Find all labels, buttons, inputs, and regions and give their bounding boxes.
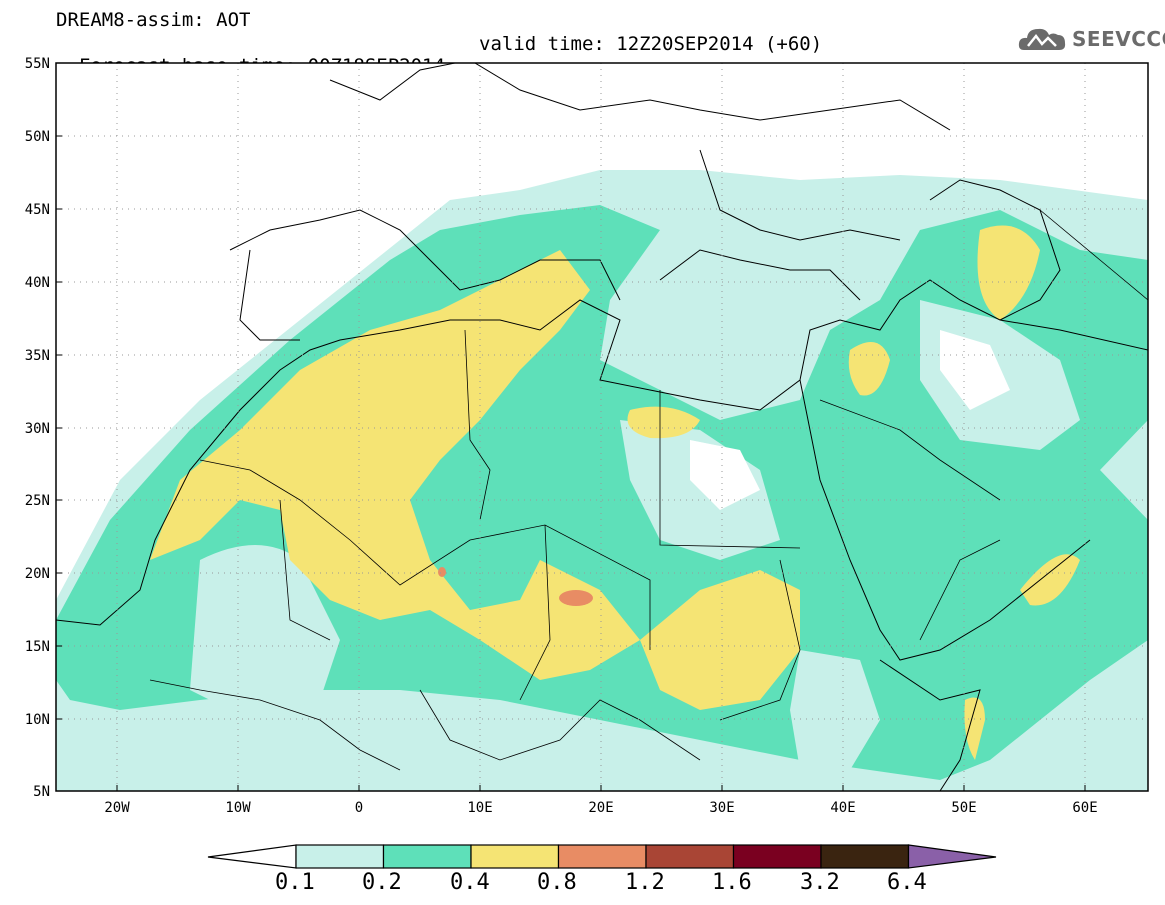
lat-label: 30N [25, 421, 50, 437]
colorbar-label: 6.4 [887, 870, 927, 895]
aot-band-0.4-sudan [640, 570, 800, 710]
map-title: DREAM8-assim: AOT [56, 9, 251, 31]
colorbar-swatch [295, 844, 385, 869]
colorbar-label: 1.2 [625, 870, 665, 895]
colorbar-swatch [820, 844, 910, 869]
lon-label: 0 [355, 800, 363, 816]
aot-band-0.4-somalia [964, 697, 985, 760]
aot-field [56, 63, 1148, 791]
lon-label: 20W [104, 800, 130, 816]
lon-label: 40E [830, 800, 855, 816]
axis-ticks [56, 62, 1086, 792]
lat-label: 45N [25, 202, 50, 218]
colorbar-swatch [645, 844, 735, 869]
aot-band-0.4-iraq [848, 342, 890, 396]
colorbar-over-arrow [907, 844, 997, 869]
aot-band-0.4-sahara [150, 250, 640, 680]
aot-low-patch-ethiopia [790, 650, 880, 770]
country-borders [149, 209, 1148, 771]
valid-time: valid time: 12Z20SEP2014 (+60) [479, 33, 823, 55]
lon-label: 10W [225, 800, 251, 816]
aot-band-0.4-oman [1020, 554, 1080, 606]
lat-label: 50N [25, 129, 50, 145]
aot-band-0.4-caspian [977, 225, 1040, 320]
lat-labels: 55N 50N 45N 40N 35N 30N 25N 20N 15N 10N … [25, 56, 50, 800]
lat-label: 55N [25, 56, 50, 72]
lat-label: 35N [25, 348, 50, 364]
map-frame [55, 62, 1149, 792]
lon-labels: 20W 10W 0 10E 20E 30E 40E 50E 60E [104, 800, 1097, 816]
colorbar-label: 0.2 [362, 870, 402, 895]
colorbar-swatch [732, 844, 822, 869]
aot-band-0.4-libya [627, 406, 700, 439]
logo-text: SEEVCCC [1072, 27, 1165, 51]
colorbar-label: 1.6 [712, 870, 752, 895]
colorbar-swatch [557, 844, 647, 869]
lon-label: 60E [1072, 800, 1097, 816]
coastlines [56, 63, 1148, 791]
lon-label: 10E [467, 800, 492, 816]
colorbar-label: 0.4 [450, 870, 490, 895]
aot-band-0.8-niger [438, 567, 446, 577]
lon-label: 50E [951, 800, 976, 816]
cloud-logo-icon [1018, 28, 1066, 50]
aot-band-0.8-chad [559, 590, 593, 606]
lat-label: 20N [25, 566, 50, 582]
colorbar-swatch [382, 844, 472, 869]
lat-label: 25N [25, 493, 50, 509]
aot-white-iran [940, 330, 1010, 410]
seevccc-logo: SEEVCCC [1016, 22, 1165, 58]
lon-label: 30E [709, 800, 734, 816]
lon-label: 20E [588, 800, 613, 816]
colorbar-under-arrow [207, 844, 297, 869]
colorbar-swatch [470, 844, 560, 869]
lat-label: 15N [25, 639, 50, 655]
colorbar [207, 844, 997, 869]
colorbar-label: 3.2 [800, 870, 840, 895]
colorbar-label: 0.8 [537, 870, 577, 895]
lat-label: 40N [25, 275, 50, 291]
lat-label: 10N [25, 712, 50, 728]
colorbar-label: 0.1 [275, 870, 315, 895]
gridlines [56, 63, 1148, 791]
lat-label: 5N [33, 784, 50, 800]
aot-white-egypt [690, 440, 760, 510]
aot-low-patch-sahel [190, 545, 340, 720]
